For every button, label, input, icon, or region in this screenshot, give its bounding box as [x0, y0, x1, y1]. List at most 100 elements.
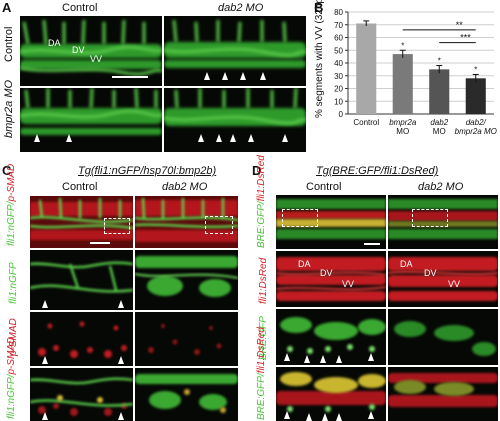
panel-c-image-merge-dab2	[135, 196, 238, 248]
y-tick-label: 80	[334, 8, 343, 17]
panel-d-image-dsred-control: DA DV VV	[276, 251, 386, 307]
y-tick-label: 0	[339, 110, 344, 119]
panel-a-image-bmpr2a-control	[20, 88, 162, 152]
panel-c-row4-label: fli1:nGFP/p-SMAD	[6, 337, 17, 419]
y-tick-label: 30	[334, 72, 343, 81]
panel-d-tissue-da-dab2: DA	[400, 259, 413, 269]
panel-d-tissue-dv-dab2: DV	[424, 268, 437, 278]
panel-b-ylabel: % segments with VV (32hpf)	[314, 0, 325, 118]
panel-a-image-bmpr2a-dab2	[164, 88, 306, 152]
panel-d-row4-label: BRE:GFP/fli1:DsRed	[256, 327, 267, 420]
y-tick-label: 50	[334, 46, 343, 55]
arrowhead	[34, 134, 40, 142]
arrowhead	[284, 411, 290, 419]
x-tick-label: Control	[353, 118, 379, 127]
arrowhead	[222, 72, 228, 80]
panel-a-tissue-dv: DV	[72, 45, 85, 55]
panel-a-scale-bar	[112, 76, 148, 78]
arrowhead	[204, 72, 210, 80]
x-tick-label: bmpr2a	[389, 118, 417, 127]
arrowhead	[118, 412, 124, 420]
arrowhead	[368, 411, 374, 419]
arrowhead	[282, 134, 288, 142]
bar	[465, 78, 486, 114]
panel-d-image-gfp-control	[276, 309, 386, 365]
arrowhead	[42, 412, 48, 420]
panel-c-letter: C	[2, 163, 12, 178]
arrowhead	[336, 355, 342, 363]
bar	[429, 69, 450, 114]
x-tick-label: dab2	[430, 118, 448, 127]
panel-d-col-dab2: dab2 MO	[418, 181, 464, 193]
arrowhead	[118, 300, 124, 308]
panel-d-row4-label-a: BRE:GFP/	[256, 373, 267, 420]
arrowhead	[42, 356, 48, 364]
arrowhead	[118, 356, 124, 364]
panel-c-image-merge-control	[30, 196, 133, 248]
arrowhead	[304, 355, 310, 363]
panel-c-image-gfp-dab2	[135, 250, 238, 310]
panel-d-scale-bar	[364, 243, 380, 245]
y-tick-label: 70	[334, 21, 343, 30]
panel-c-row4-label-b: p-SMAD	[6, 336, 17, 375]
panel-a-letter: A	[2, 0, 12, 15]
panel-c-row1-label: fli1:nGFP/p-SMAD	[6, 164, 17, 246]
panel-c-image-psmad-control	[30, 312, 133, 366]
panel-d-row1-label: BRE:GFP/fli1:DsRed	[256, 155, 267, 248]
arrowhead	[336, 413, 342, 421]
arrowhead	[216, 134, 222, 142]
zoom-region-box	[104, 218, 130, 234]
panel-c-image-gfp-control	[30, 250, 133, 310]
panel-c-title: Tg(fli1:nGFP/hsp70l:bmp2b)	[78, 165, 217, 177]
arrowhead	[322, 413, 328, 421]
x-tick-label: bmpr2a MO	[455, 127, 497, 136]
x-tick-label: MO	[396, 127, 409, 136]
panel-c-image-psmad-dab2	[135, 312, 238, 366]
bar	[356, 23, 377, 115]
significance-label: ***	[460, 33, 471, 43]
zoom-region-box	[412, 209, 448, 227]
panel-a-tissue-vv: VV	[90, 54, 103, 64]
panel-c-row1-label-a: fli1:nGFP/	[6, 201, 17, 246]
significance-asterisk: *	[401, 41, 404, 50]
arrowhead	[284, 353, 290, 361]
bar	[392, 54, 413, 114]
panel-d-row1-label-a: BRE:GFP/	[256, 201, 267, 248]
panel-d-image-dsred-dab2: DA DV VV	[388, 251, 498, 307]
panel-d-col-control: Control	[306, 181, 342, 193]
panel-d-tissue-da: DA	[298, 259, 311, 269]
significance-asterisk: *	[438, 57, 441, 66]
panel-a-image-control-control: DA DV VV	[20, 16, 162, 86]
panel-c-row4-label-a: fli1:nGFP/	[6, 374, 17, 419]
panel-d-tissue-dv: DV	[320, 268, 333, 278]
panel-d-tissue-vv-dab2: VV	[448, 279, 461, 289]
y-tick-label: 20	[334, 85, 343, 94]
panel-d-title: Tg(BRE:GFP/fli1:DsRed)	[316, 165, 439, 177]
panel-d-image-merge-dab2	[388, 367, 498, 421]
panel-d-row2-label: fli1:DsRed	[258, 257, 269, 304]
panel-a-image-control-dab2	[164, 16, 306, 86]
panel-a-row-bmpr2a: bmpr2a MO	[3, 79, 15, 138]
panel-d-image-overview-control	[276, 195, 386, 249]
arrowhead	[248, 134, 254, 142]
y-tick-label: 40	[334, 59, 343, 68]
panel-d-tissue-vv: VV	[342, 279, 355, 289]
arrowhead	[320, 355, 326, 363]
panel-c-scale-bar	[90, 242, 110, 244]
panel-a-tissue-da: DA	[48, 38, 61, 48]
panel-a-col-control: Control	[62, 2, 98, 14]
panel-b-letter: B	[314, 0, 324, 15]
arrowhead	[306, 413, 312, 421]
arrowhead	[42, 300, 48, 308]
panel-c-image-merge2-dab2	[135, 368, 238, 421]
arrowhead	[66, 134, 72, 142]
panel-c-col-control: Control	[62, 181, 98, 193]
arrowhead	[260, 72, 266, 80]
panel-d-image-merge-control	[276, 367, 386, 421]
panel-b-bar-chart: 01020304050607080Control*bmpr2aMO*dab2MO…	[334, 8, 497, 136]
panel-c-image-merge2-control	[30, 368, 133, 421]
arrowhead	[230, 134, 236, 142]
x-tick-label: MO	[433, 127, 446, 136]
arrowhead	[368, 353, 374, 361]
panel-d-row4-label-b: fli1:DsRed	[256, 327, 267, 374]
